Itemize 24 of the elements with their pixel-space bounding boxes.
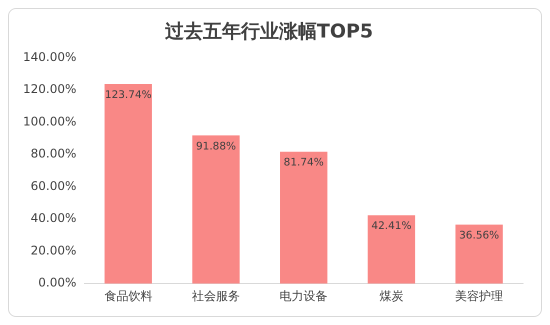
- y-tick-label: 120.00%: [23, 82, 76, 96]
- y-tick-label: 20.00%: [30, 243, 76, 258]
- data-label: 36.56%: [459, 230, 500, 242]
- chart-title: 过去五年行业涨幅TOP5: [164, 20, 374, 42]
- data-label: 42.41%: [371, 220, 412, 232]
- y-tick-label: 60.00%: [30, 178, 76, 193]
- data-label: 123.74%: [104, 89, 152, 102]
- x-tick-label: 电力设备: [280, 288, 328, 303]
- y-tick-label: 100.00%: [23, 114, 76, 128]
- y-tick-label: 40.00%: [30, 211, 76, 226]
- y-tick-label: 140.00%: [23, 50, 76, 64]
- x-tick-label: 社会服务: [192, 288, 240, 303]
- bar: [368, 215, 416, 284]
- bar: [192, 135, 240, 284]
- x-tick-label: 食品饮料: [104, 288, 152, 303]
- bar: [280, 152, 328, 284]
- bar: [455, 224, 503, 284]
- bar: [104, 84, 152, 284]
- y-tick-label: 80.00%: [30, 146, 76, 161]
- x-tick-label: 煤炭: [379, 288, 404, 303]
- x-tick-label: 美容护理: [455, 288, 504, 303]
- y-tick-label: 0.00%: [38, 276, 76, 290]
- data-label: 91.88%: [196, 140, 236, 152]
- data-label: 81.74%: [284, 156, 324, 169]
